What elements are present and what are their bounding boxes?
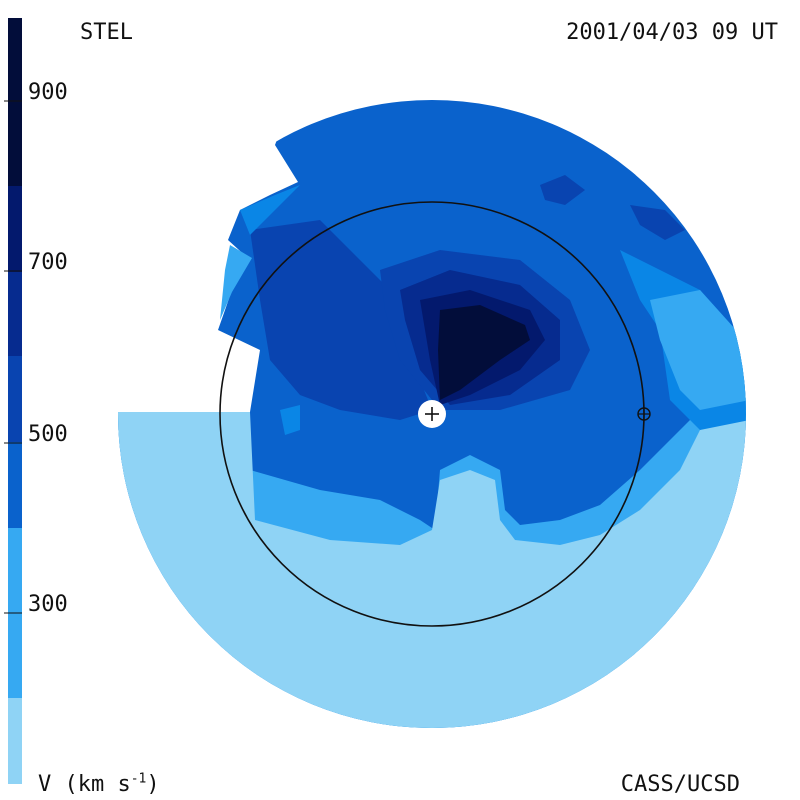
scale-tick-900: 900 bbox=[28, 80, 68, 105]
timestamp-label: 2001/04/03 09 UT bbox=[566, 20, 778, 45]
scale-tick-300: 300 bbox=[28, 592, 68, 617]
institution-label: CASS/UCSD bbox=[620, 772, 740, 797]
earth-marker-icon bbox=[637, 407, 651, 421]
sun-marker bbox=[418, 400, 446, 428]
color-scale-bar bbox=[4, 18, 22, 784]
scale-title: V (km s-1) bbox=[38, 772, 160, 797]
solar-wind-velocity-contours bbox=[118, 100, 746, 728]
scale-tick-500: 500 bbox=[28, 422, 68, 447]
scale-tick-700: 700 bbox=[28, 250, 68, 275]
scale-title-exponent: -1 bbox=[130, 771, 147, 787]
no-data-regions bbox=[100, 90, 300, 412]
scale-title-prefix: V (km s bbox=[38, 772, 131, 797]
observatory-label: STEL bbox=[80, 20, 133, 45]
scale-title-suffix: ) bbox=[146, 772, 160, 797]
